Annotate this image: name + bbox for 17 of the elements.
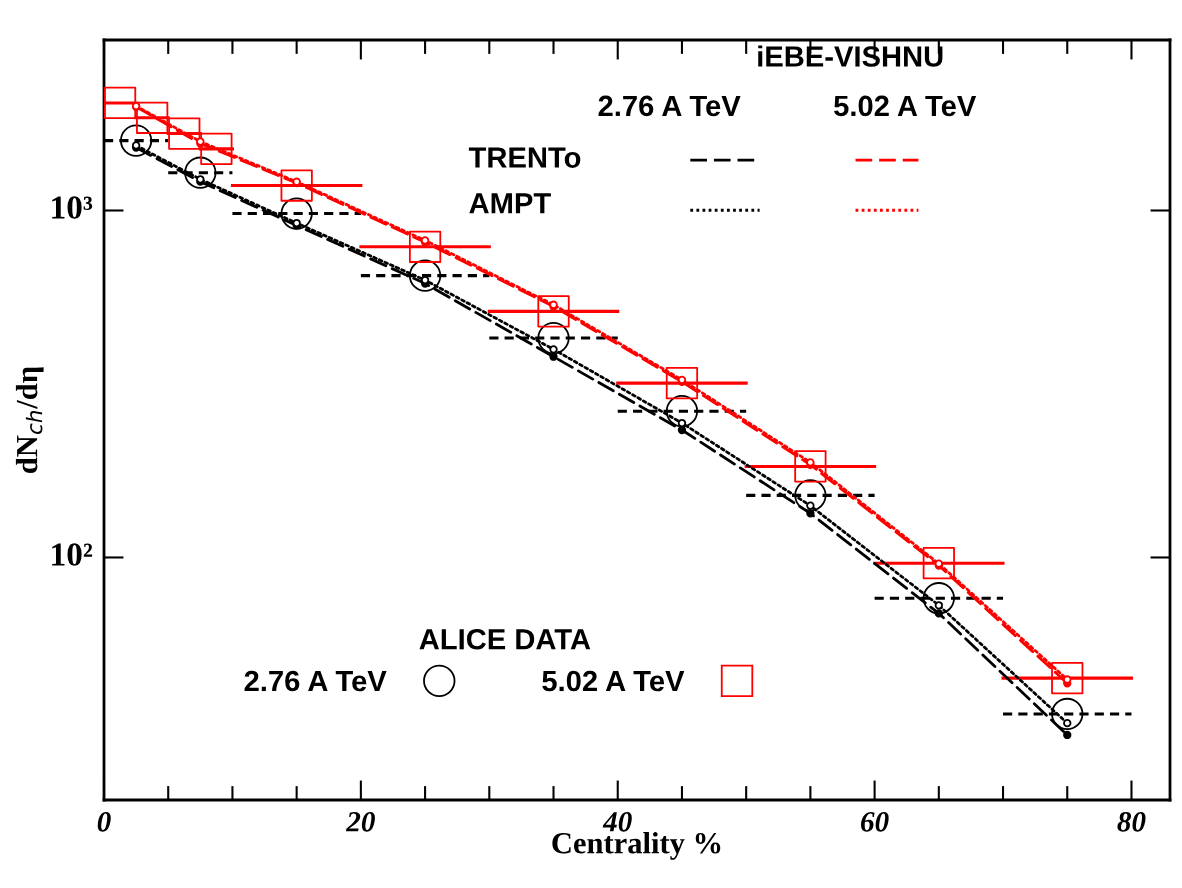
x-tick-label: 60 xyxy=(861,811,889,832)
annotation: AMPT xyxy=(469,193,551,214)
x-tick-label: 20 xyxy=(345,811,375,832)
annotation: iEBE-VISHNU xyxy=(758,45,943,67)
y-tick-label: 10² xyxy=(52,543,93,566)
x-axis-title: Centrality % xyxy=(552,832,721,860)
x-tick-label: 40 xyxy=(602,811,632,832)
x-tick-label: 0 xyxy=(97,811,111,832)
annotation: 5.02 A TeV xyxy=(834,95,977,117)
annotation: TRENTo xyxy=(468,147,581,168)
legend-title: ALICE DATA xyxy=(419,628,591,650)
y-axis-title: dN$_{ch}$/dη xyxy=(15,367,44,473)
legend-label: 2.76 A TeV xyxy=(244,670,387,692)
y-tick-label: 10³ xyxy=(52,196,93,219)
x-tick-label: 80 xyxy=(1117,811,1146,832)
annotation: 2.76 A TeV xyxy=(598,95,741,117)
legend-label: 5.02 A TeV xyxy=(542,670,685,692)
